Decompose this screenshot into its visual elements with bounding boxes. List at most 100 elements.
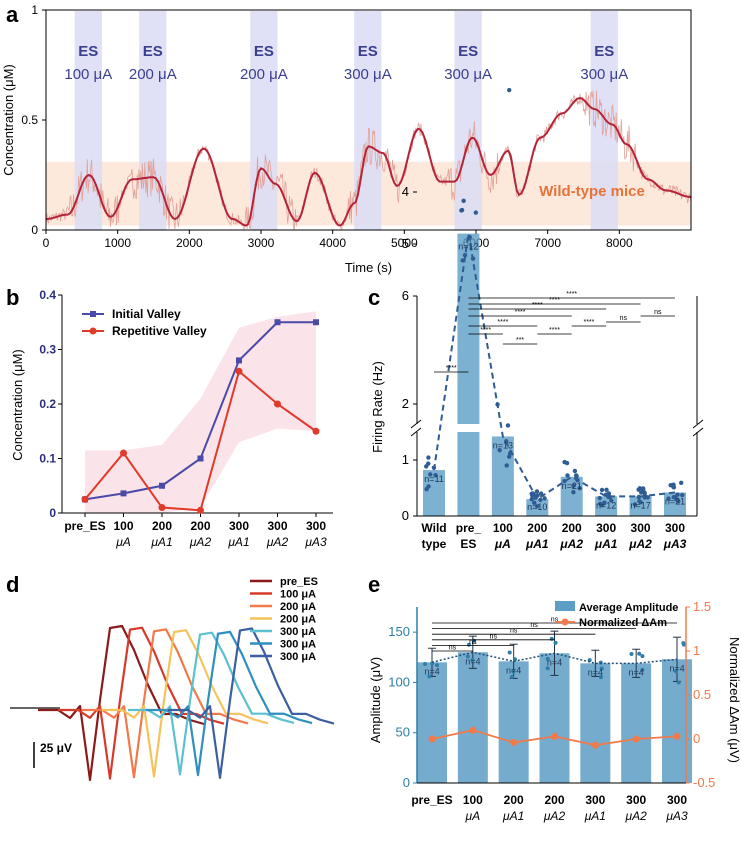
right-tick-label: 1.5 bbox=[693, 599, 711, 614]
data-point bbox=[433, 473, 438, 478]
legend-entry: 300 μA bbox=[280, 651, 316, 663]
normalized-point bbox=[510, 739, 518, 747]
legend-marker bbox=[89, 327, 97, 335]
data-point bbox=[529, 491, 534, 496]
significance-label: **** bbox=[480, 327, 491, 334]
data-point bbox=[574, 473, 579, 479]
y-axis-label: Firing Rate (Hz) bbox=[370, 361, 385, 453]
x-tick-label: 5000 bbox=[391, 236, 418, 250]
significance-label: *** bbox=[516, 337, 524, 344]
bar bbox=[621, 663, 652, 783]
significance-label: **** bbox=[532, 302, 543, 309]
category-label: 300 bbox=[585, 793, 605, 807]
data-point bbox=[505, 423, 511, 428]
bar bbox=[580, 663, 611, 783]
data-point bbox=[465, 654, 470, 659]
y-tick-label: 0 bbox=[31, 223, 38, 237]
data-point bbox=[512, 657, 517, 662]
data-point bbox=[497, 447, 502, 453]
data-point bbox=[674, 669, 679, 674]
n-label: n=4 bbox=[629, 667, 644, 677]
x-tick-label: 0 bbox=[43, 236, 50, 250]
right-tick-label: 0.5 bbox=[693, 687, 711, 702]
data-point bbox=[312, 427, 320, 435]
panel-b-chart: 0 0.1 0.2 0.3 0.4 Concentration (μM) pre_ES 100… bbox=[10, 288, 333, 549]
category-label: 300 bbox=[596, 521, 616, 535]
significance-label: ns bbox=[620, 315, 628, 322]
panel-label-d: d bbox=[6, 572, 19, 597]
legend-entry: 100 μA bbox=[280, 589, 316, 601]
right-tick-label: 0 bbox=[693, 731, 700, 746]
legend-marker bbox=[561, 618, 569, 626]
data-point bbox=[680, 492, 685, 498]
n-label: n=4 bbox=[588, 667, 603, 677]
category-sublabel: μA3 bbox=[663, 537, 687, 551]
data-point bbox=[529, 496, 534, 502]
normalized-point bbox=[591, 741, 599, 749]
left-tick-label: 0 bbox=[403, 775, 410, 790]
significance-label: **** bbox=[497, 319, 508, 326]
category-sublabel: μA1 bbox=[594, 537, 618, 551]
data-point bbox=[571, 483, 576, 488]
data-point bbox=[435, 663, 440, 668]
category-sublabel: μA2 bbox=[266, 535, 289, 549]
data-point bbox=[640, 667, 645, 672]
category-sublabel: μA1 bbox=[502, 809, 524, 823]
action-potential-trace bbox=[146, 630, 313, 777]
data-point bbox=[532, 500, 537, 506]
category-label: 300 bbox=[631, 521, 651, 535]
significance-label: ns bbox=[551, 617, 559, 624]
category-sublabel: μA2 bbox=[189, 535, 212, 549]
y-tick-label: 1 bbox=[31, 3, 38, 17]
es-label: ES bbox=[143, 43, 163, 60]
data-point bbox=[462, 253, 468, 258]
right-axis-label: Normalized ΔAm (μV) bbox=[727, 637, 741, 763]
data-point bbox=[313, 319, 319, 326]
legend-entry: Average Amplitude bbox=[579, 602, 678, 614]
stim-current-label: 200 μA bbox=[129, 66, 177, 83]
action-potential-trace bbox=[128, 631, 295, 776]
significance-label: ns bbox=[530, 622, 538, 629]
legend-entry: pre_ES bbox=[280, 576, 318, 588]
stim-current-label: 300 μA bbox=[580, 66, 628, 83]
panel-c-chart: n=11 n=12 n=13 n=10 n=21 n=12 n=17 n=21 0 1 2 4 5 6 Fi… bbox=[370, 87, 704, 551]
es-label: ES bbox=[358, 43, 378, 60]
data-point bbox=[542, 496, 547, 501]
y-axis-label: Concentration (μM) bbox=[10, 349, 25, 461]
axis-break-gap bbox=[418, 424, 696, 432]
data-point bbox=[599, 666, 604, 671]
data-point bbox=[632, 502, 638, 507]
action-potential-trace bbox=[168, 627, 335, 779]
n-label: n=10 bbox=[527, 502, 547, 512]
data-point bbox=[642, 490, 647, 496]
stim-window bbox=[590, 11, 618, 230]
data-point bbox=[473, 210, 479, 215]
significance-label: ns bbox=[510, 628, 518, 635]
category-label: 100 bbox=[463, 793, 483, 807]
category-sublabel: μA bbox=[494, 537, 511, 551]
significance-label: **** bbox=[549, 297, 560, 304]
legend-swatch bbox=[555, 601, 575, 611]
category-label: 300 bbox=[267, 519, 287, 533]
wildtype-label: Wild-type mice bbox=[539, 183, 645, 200]
left-tick-label: 150 bbox=[388, 624, 410, 639]
significance-label: **** bbox=[446, 365, 457, 372]
raw-trace bbox=[45, 90, 692, 230]
action-potential-trace bbox=[38, 624, 205, 782]
data-point bbox=[604, 487, 609, 492]
data-point bbox=[598, 675, 603, 680]
category-label: 100 bbox=[113, 519, 133, 533]
category-label: pre_ bbox=[456, 521, 482, 535]
action-potential-trace bbox=[102, 629, 269, 778]
data-point bbox=[426, 455, 431, 460]
y-tick-label: 1 bbox=[402, 452, 409, 467]
legend-entry: 300 μA bbox=[280, 626, 316, 638]
x-tick-label: 8000 bbox=[606, 236, 633, 250]
data-point bbox=[470, 657, 475, 662]
significance-label: **** bbox=[515, 309, 526, 316]
bar bbox=[629, 496, 652, 516]
significance-label: **** bbox=[549, 327, 560, 334]
legend-marker bbox=[90, 311, 96, 317]
y-tick-label: 5 bbox=[402, 236, 409, 251]
